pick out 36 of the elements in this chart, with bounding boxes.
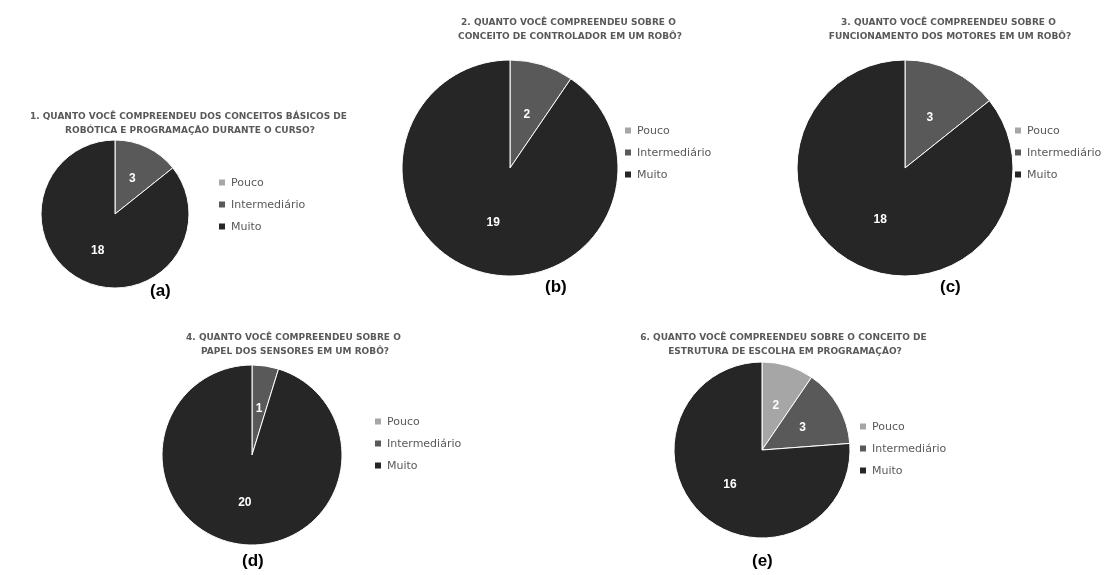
legend-label: Pouco	[1027, 124, 1060, 137]
legend-label: Muito	[1027, 168, 1058, 181]
data-label: 3	[799, 419, 807, 434]
text: (e)	[752, 551, 773, 570]
legend-label: Pouco	[637, 124, 670, 137]
legend-label: Muito	[637, 168, 668, 181]
data-label: 18	[873, 212, 888, 227]
legend-label: Pouco	[872, 420, 905, 433]
chart-title: 1. QUANTO VOCÊ COMPREENDEU DOS CONCEITOS BÁSICOS DE ROBÓTICA E PROGRAMAÇÃO DURANTE O CURSO?	[29, 110, 351, 135]
legend-label: Muito	[387, 459, 418, 472]
chart-title: 4. QUANTO VOCÊ COMPREENDEU SOBRE O PAPEL DOS SENSORES EM UM ROBÔ?	[186, 331, 404, 356]
text: (c)	[940, 277, 961, 296]
legend-label: Intermediário	[231, 198, 306, 211]
legend-label: Intermediário	[872, 442, 947, 455]
legend-label: Intermediário	[1027, 146, 1102, 159]
text: (a)	[150, 281, 171, 300]
chart-title: 2. QUANTO VOCÊ COMPREENDEU SOBRE O CONCEITO DE CONTROLADOR EM UM ROBÔ?	[458, 16, 682, 41]
legend-label: Intermediário	[637, 146, 712, 159]
data-label: 18	[90, 243, 105, 258]
data-label: 20	[238, 495, 252, 510]
data-label: 19	[486, 215, 501, 230]
chart-title: 3. QUANTO VOCÊ COMPREENDEU SOBRE O FUNCIONAMENTO DOS MOTORES EM UM ROBÔ?	[828, 16, 1072, 41]
data-label: 2	[772, 398, 780, 413]
legend-label: Muito	[231, 220, 262, 233]
text: (d)	[242, 551, 264, 570]
text: (b)	[545, 277, 567, 296]
data-label: 3	[926, 109, 934, 124]
legend-label: Muito	[872, 464, 903, 477]
legend-label: Pouco	[387, 415, 420, 428]
legend-label: Pouco	[231, 176, 264, 189]
data-label: 2	[523, 106, 531, 121]
data-label: 16	[723, 477, 738, 492]
legend-label: Intermediário	[387, 437, 462, 450]
data-label: 3	[129, 170, 137, 185]
data-label: 1	[255, 400, 263, 415]
chart-title: 6. QUANTO VOCÊ COMPREENDEU SOBRE O CONCEITO DE ESTRUTURA DE ESCOLHA EM PROGRAMAÇÃO?	[640, 331, 930, 356]
